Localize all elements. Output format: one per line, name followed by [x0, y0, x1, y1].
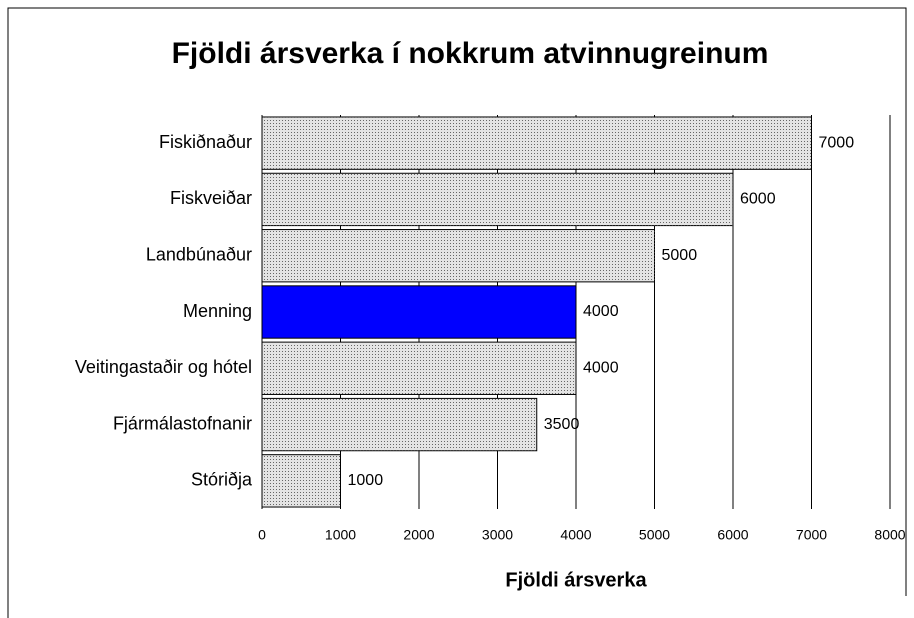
x-tick-label: 4000: [560, 527, 591, 543]
value-label: 4000: [583, 303, 619, 320]
x-tick-label: 2000: [403, 527, 434, 543]
bar: [261, 172, 734, 227]
x-tick-label: 3000: [482, 527, 513, 543]
bar: [261, 341, 577, 395]
x-tick-label: 5000: [639, 527, 670, 543]
chart-title: Fjöldi ársverka í nokkrum atvinnugreinum: [172, 37, 769, 70]
frame: [7, 7, 907, 618]
value-label: 4000: [583, 360, 619, 377]
bar: [261, 285, 577, 339]
bar: [261, 116, 812, 170]
bar: [261, 397, 538, 452]
value-label: 7000: [819, 134, 855, 151]
value-label: 1000: [348, 472, 384, 489]
x-tick-label: 0: [258, 527, 266, 543]
x-axis-label: Fjöldi ársverka: [505, 569, 647, 591]
y-tick-label: Landbúnaður: [146, 244, 252, 264]
y-tick-label: Menning: [183, 301, 252, 321]
x-tick-label: 1000: [325, 527, 356, 543]
x-tick-label: 6000: [717, 527, 748, 543]
bar: [261, 454, 341, 508]
y-tick-label: Stóriðja: [191, 470, 253, 490]
y-tick-label: Veitingastaðir og hótel: [75, 357, 252, 377]
x-tick-label: 8000: [874, 527, 905, 543]
value-label: 6000: [740, 191, 776, 208]
bar: [261, 229, 655, 283]
x-tick-label: 7000: [796, 527, 827, 543]
value-label: 5000: [662, 247, 698, 264]
y-tick-label: Fiskveiðar: [170, 188, 252, 208]
value-label: 3500: [544, 416, 580, 433]
y-tick-label: Fjármálastofnanir: [113, 413, 252, 433]
y-tick-label: Fiskiðnaður: [159, 132, 252, 152]
